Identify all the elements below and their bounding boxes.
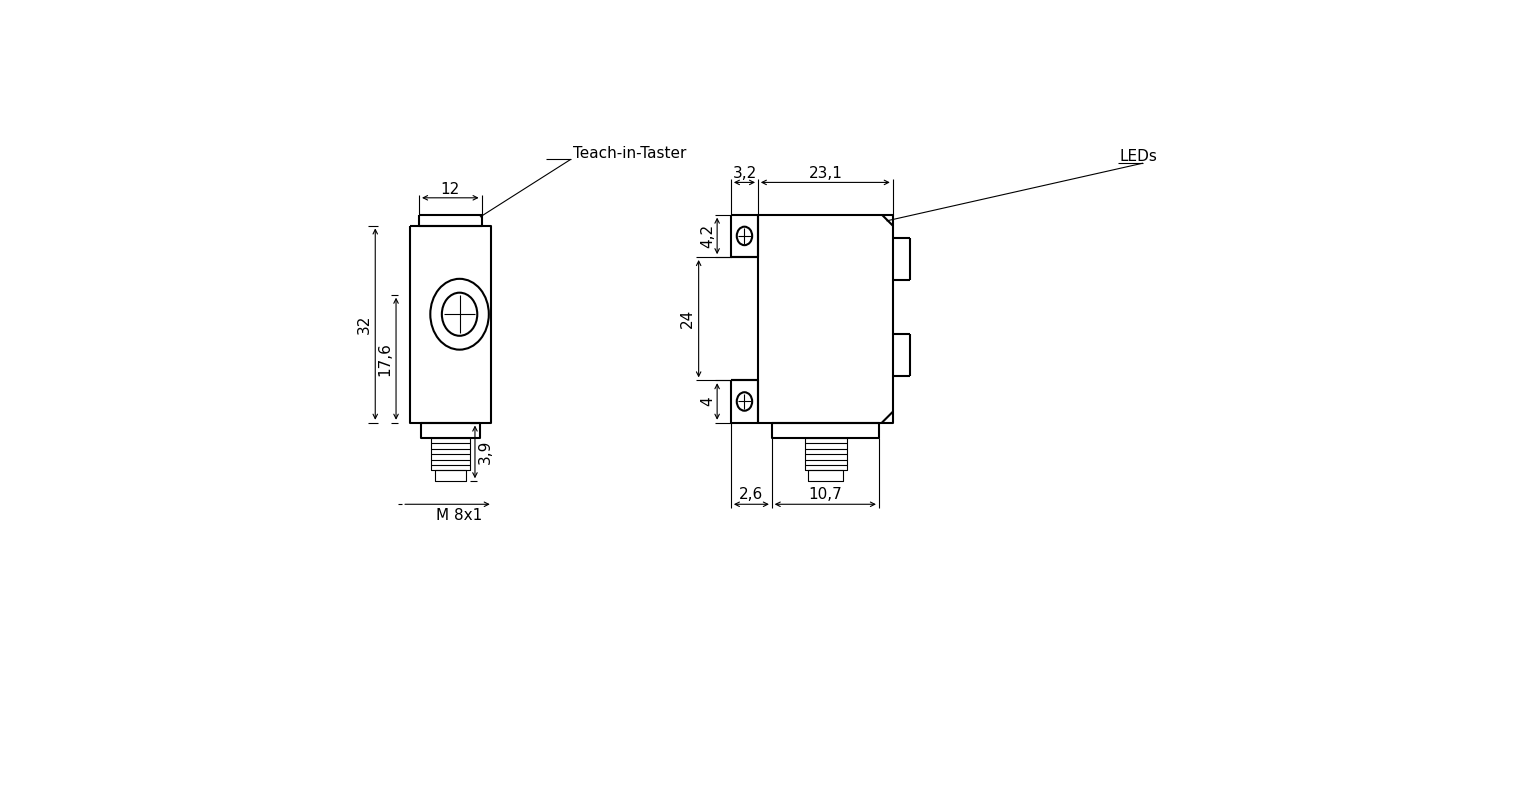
Text: 10,7: 10,7	[808, 487, 842, 502]
Text: LEDs: LEDs	[1120, 149, 1158, 165]
Text: 2,6: 2,6	[739, 487, 763, 502]
Text: 24: 24	[680, 309, 696, 328]
Text: 3,2: 3,2	[733, 166, 757, 181]
Text: 4: 4	[700, 397, 716, 406]
Text: 17,6: 17,6	[378, 342, 393, 376]
Text: 12: 12	[441, 182, 459, 197]
Text: 32: 32	[356, 314, 372, 334]
Text: M 8x1: M 8x1	[436, 507, 482, 522]
Text: Teach-in-Taster: Teach-in-Taster	[573, 145, 687, 161]
Text: 4,2: 4,2	[700, 224, 716, 248]
Text: 23,1: 23,1	[808, 166, 842, 181]
Text: 3,9: 3,9	[478, 440, 493, 464]
